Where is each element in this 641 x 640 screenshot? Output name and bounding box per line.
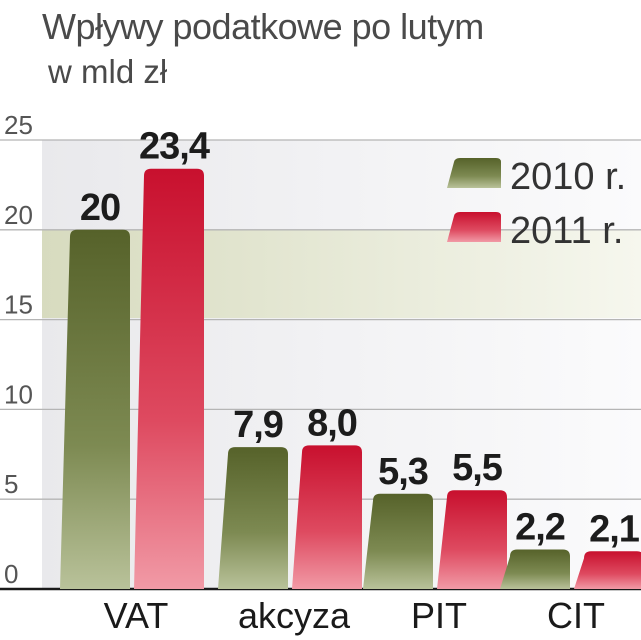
bar-VAT-2011r (134, 168, 204, 589)
y-tick-label: 15 (4, 290, 33, 320)
data-label: 2,1 (589, 508, 640, 550)
data-label: 8,0 (307, 402, 357, 444)
data-label: 7,9 (233, 404, 283, 446)
chart-subtitle: w mld zł (48, 53, 168, 90)
x-category-label: PIT (411, 595, 467, 636)
bar-akcyza-2011r (292, 445, 362, 589)
bar-VAT-2010r (60, 229, 130, 590)
data-label: 2,2 (515, 506, 565, 548)
legend-label: 2011 r. (510, 210, 623, 252)
y-tick-label: 5 (4, 469, 18, 499)
x-category-label: VAT (104, 595, 169, 636)
bar-PIT-2010r (363, 493, 433, 589)
y-tick-label: 20 (4, 200, 33, 230)
data-label: 20 (80, 187, 120, 229)
bar-CIT-2010r (500, 549, 570, 589)
legend-swatch (447, 158, 501, 188)
legend-swatch (447, 212, 501, 242)
legend-label: 2010 r. (510, 156, 626, 198)
data-label: 5,5 (452, 447, 503, 489)
y-tick-label: 0 (4, 559, 18, 589)
y-tick-label: 10 (4, 379, 33, 409)
x-category-label: CIT (547, 595, 605, 636)
data-label: 23,4 (139, 126, 210, 168)
chart-title: Wpływy podatkowe po lutym (42, 6, 484, 47)
bar-PIT-2011r (437, 490, 507, 589)
data-label: 5,3 (378, 451, 428, 493)
bar-CIT-2011r (574, 551, 641, 589)
x-category-label: akcyza (238, 595, 351, 636)
y-tick-label: 25 (4, 110, 33, 140)
bar-akcyza-2010r (218, 447, 288, 589)
